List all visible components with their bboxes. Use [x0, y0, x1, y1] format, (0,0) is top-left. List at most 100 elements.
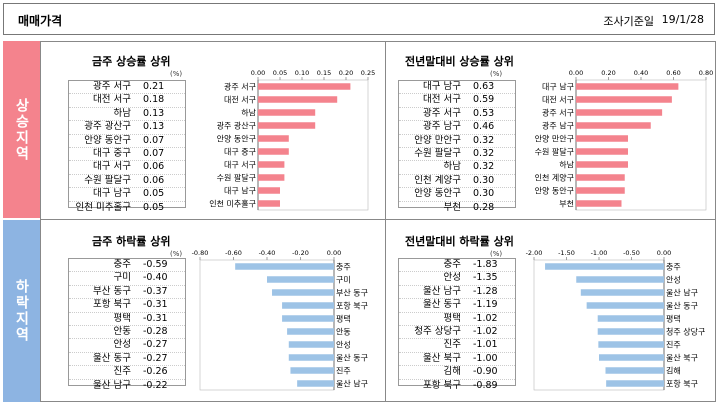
category-label: 광주 남구 — [542, 121, 574, 131]
bar — [288, 341, 334, 348]
rate-value: -1.19 — [473, 299, 498, 311]
bar — [576, 109, 663, 116]
category-label: 부산 동구 — [336, 288, 368, 298]
rising-region-label: 상승지역 — [3, 41, 40, 218]
table-row: 대구 중구 0.07 — [69, 147, 185, 162]
table-row: 대구 남구 0.63 — [399, 81, 515, 95]
rate-value: 0.06 — [143, 174, 165, 186]
table-row: 안양 만안구 0.32 — [399, 135, 515, 148]
bar — [576, 96, 672, 103]
bar — [258, 135, 289, 142]
bar — [267, 276, 334, 283]
category-label: 울산 남구 — [336, 379, 368, 389]
ytd-rise-title: 전년말대비 상승률 상위 — [405, 55, 514, 68]
region-name: 안성 — [443, 272, 461, 284]
bar — [258, 174, 285, 181]
category-label: 안양 동안구 — [535, 186, 574, 196]
region-name: 하남 — [443, 161, 461, 173]
rate-value: 0.30 — [473, 174, 495, 186]
weekly-rise-unit: (%) — [170, 70, 183, 78]
tick-label: -1.00 — [591, 249, 608, 257]
tick-label: -2.00 — [526, 249, 543, 257]
tick-label: -0.60 — [225, 249, 242, 257]
rate-value: 0.07 — [143, 147, 165, 159]
table-row: 광주 남구 0.46 — [399, 121, 515, 135]
rate-value: -0.90 — [473, 366, 498, 378]
tick-label: 0.05 — [273, 69, 287, 77]
bar — [605, 367, 664, 374]
region-name: 인천 미추홀구 — [75, 201, 131, 213]
bar — [597, 328, 664, 335]
report-header: 매매가격 조사기준일 19/1/28 — [3, 3, 715, 35]
region-name: 대구 서구 — [93, 161, 131, 173]
region-name: 대구 중구 — [93, 147, 131, 159]
category-label: 수원 팔달구 — [217, 173, 256, 183]
table-row: 포항 북구 -0.31 — [69, 299, 185, 313]
tick-label: -0.20 — [292, 249, 309, 257]
table-row: 대전 서구 0.18 — [69, 94, 185, 108]
rate-value: 0.59 — [473, 94, 495, 106]
table-row: 하남 0.32 — [399, 161, 515, 175]
category-label: 울산 동구 — [666, 301, 698, 311]
table-row: 진주 -1.01 — [399, 339, 515, 353]
category-label: 안성 — [336, 340, 351, 350]
category-label: 진주 — [666, 340, 681, 350]
bar — [576, 83, 679, 90]
region-name: 평택 — [113, 312, 131, 324]
table-row: 안양 동안구 0.07 — [69, 135, 185, 148]
rate-value: -1.00 — [473, 352, 498, 364]
category-label: 부천 — [559, 199, 574, 209]
bar — [272, 289, 334, 296]
bar — [576, 174, 625, 181]
rate-value: -0.59 — [143, 259, 168, 270]
category-label: 인천 미추홀구 — [209, 199, 256, 209]
region-name: 광주 서구 — [93, 81, 131, 92]
region-name: 울산 남구 — [423, 285, 461, 297]
tick-label: 0.60 — [666, 69, 680, 77]
category-label: 안양 동안구 — [217, 134, 256, 144]
region-name: 안양 동안구 — [414, 188, 461, 200]
table-row: 대전 서구 0.59 — [399, 94, 515, 108]
category-label: 울산 남구 — [666, 288, 698, 298]
table-row: 수원 팔달구 0.06 — [69, 174, 185, 189]
bar — [282, 302, 334, 309]
rate-value: 0.63 — [473, 81, 495, 92]
rate-value: 0.13 — [143, 121, 165, 133]
bar — [288, 354, 334, 361]
rate-value: -0.40 — [143, 272, 168, 284]
weekly-fall-table: 충주 -0.59 구미 -0.40 부산 동구 -0.37 포항 북구 -0.31 평택 -0.3… — [68, 258, 186, 391]
table-row: 울산 북구 -1.00 — [399, 352, 515, 367]
rate-value: 0.13 — [143, 107, 165, 119]
rate-value: -1.01 — [473, 339, 498, 351]
rate-value: 0.53 — [473, 107, 495, 119]
category-label: 김해 — [666, 366, 681, 376]
bar — [599, 354, 664, 361]
rate-value: 0.18 — [143, 94, 165, 106]
table-row: 대구 남구 0.05 — [69, 188, 185, 202]
category-label: 울산 동구 — [336, 353, 368, 363]
category-label: 평택 — [336, 314, 351, 324]
rate-value: 0.05 — [143, 201, 165, 213]
region-name: 포항 북구 — [423, 379, 461, 391]
region-name: 울산 동구 — [423, 299, 461, 311]
bar — [576, 135, 628, 142]
bar — [576, 161, 628, 168]
region-name: 안성 — [113, 339, 131, 351]
tick-label: 0.00 — [569, 69, 583, 77]
bar — [258, 148, 289, 155]
table-row: 안성 -1.35 — [399, 272, 515, 286]
bar — [282, 315, 334, 322]
tick-label: 0.00 — [657, 249, 671, 257]
table-row: 평택 -1.02 — [399, 313, 515, 326]
category-label: 하남 — [559, 160, 574, 170]
rate-value: 0.07 — [143, 134, 165, 146]
rate-value: -1.83 — [473, 259, 498, 270]
bar — [235, 263, 334, 270]
table-row: 울산 동구 -1.19 — [399, 299, 515, 313]
region-name: 울산 남구 — [93, 379, 131, 391]
rate-value: -0.27 — [143, 352, 168, 364]
table-row: 수원 팔달구 0.32 — [399, 148, 515, 162]
ytd-fall-table: 충주 -1.83 안성 -1.35 울산 남구 -1.28 울산 동구 -1.19 평택 -1.0… — [398, 258, 516, 391]
